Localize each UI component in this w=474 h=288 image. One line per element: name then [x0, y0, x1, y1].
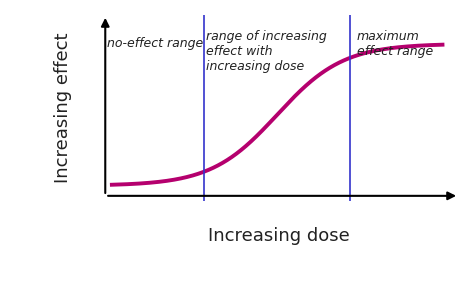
Text: range of increasing
effect with
increasing dose: range of increasing effect with increasi…: [206, 30, 327, 73]
Text: no-effect range: no-effect range: [107, 37, 203, 50]
Text: Increasing effect: Increasing effect: [54, 33, 72, 183]
Text: maximum
effect range: maximum effect range: [356, 30, 433, 58]
Text: Increasing dose: Increasing dose: [208, 227, 350, 245]
